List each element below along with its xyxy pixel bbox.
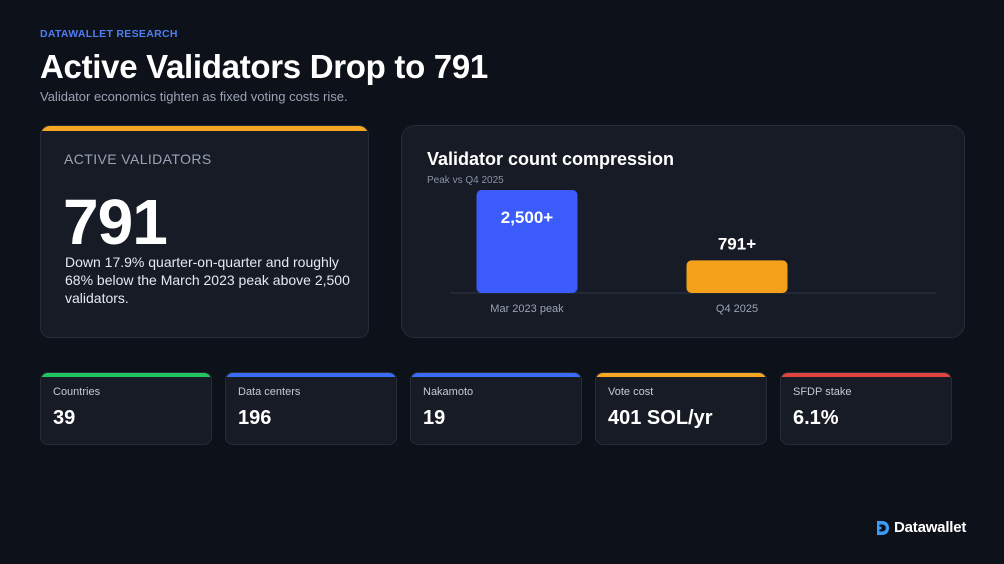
chart-card: Validator count compression Peak vs Q4 2…: [401, 125, 965, 338]
stat-card-nakamoto: Nakamoto 19: [410, 372, 582, 445]
bar-mar-2023-peak: [476, 190, 578, 293]
page-subtitle: Validator economics tighten as fixed vot…: [40, 89, 348, 104]
stat-accent-bar: [411, 373, 581, 377]
hero-label: ACTIVE VALIDATORS: [64, 151, 212, 167]
bar-q4-2025: [686, 260, 788, 293]
bar-chart: 2,500+ Mar 2023 peak 791+ Q4 2025: [450, 190, 936, 315]
stat-label: Countries: [53, 386, 101, 398]
stat-accent-bar: [596, 373, 766, 377]
eyebrow-label: DATAWALLET RESEARCH: [40, 28, 178, 40]
stat-label: Vote cost: [608, 386, 654, 398]
stat-card-sfdp-stake: SFDP stake 6.1%: [780, 372, 952, 445]
hero-accent-bar: [41, 126, 368, 131]
page-title: Active Validators Drop to 791: [40, 48, 488, 85]
stat-accent-bar: [41, 373, 211, 377]
hero-description: Down 17.9% quarter-on-quarter and roughl…: [65, 254, 350, 307]
category-label-q4-2025: Q4 2025: [716, 303, 758, 315]
stat-accent-bar: [781, 373, 951, 377]
chart-title: Validator count compression: [427, 149, 675, 169]
stat-label: Nakamoto: [423, 386, 474, 398]
data-label-q4-2025: 791+: [718, 234, 756, 253]
stat-value: 19: [423, 407, 446, 429]
stat-value: 196: [238, 407, 272, 429]
category-label-mar-2023-peak: Mar 2023 peak: [490, 303, 564, 315]
hero-value: 791: [63, 186, 168, 258]
stat-card-countries: Countries 39: [40, 372, 212, 445]
stat-value: 401 SOL/yr: [608, 407, 713, 429]
stat-label: Data centers: [238, 386, 301, 398]
stat-accent-bar: [226, 373, 396, 377]
stat-value: 6.1%: [793, 407, 839, 429]
stat-label: SFDP stake: [793, 386, 852, 398]
datawallet-logo-icon: [877, 520, 889, 535]
stat-value: 39: [53, 407, 76, 429]
stat-card-vote-cost: Vote cost 401 SOL/yr: [595, 372, 767, 445]
stat-card-data-centers: Data centers 196: [225, 372, 397, 445]
brand-name: Datawallet: [894, 519, 967, 536]
chart-subtitle: Peak vs Q4 2025: [427, 175, 504, 186]
brand-logo: Datawallet: [876, 519, 966, 536]
hero-card: ACTIVE VALIDATORS 791 Down 17.9% quarter…: [40, 125, 369, 338]
data-label-mar-2023-peak: 2,500+: [501, 208, 554, 227]
